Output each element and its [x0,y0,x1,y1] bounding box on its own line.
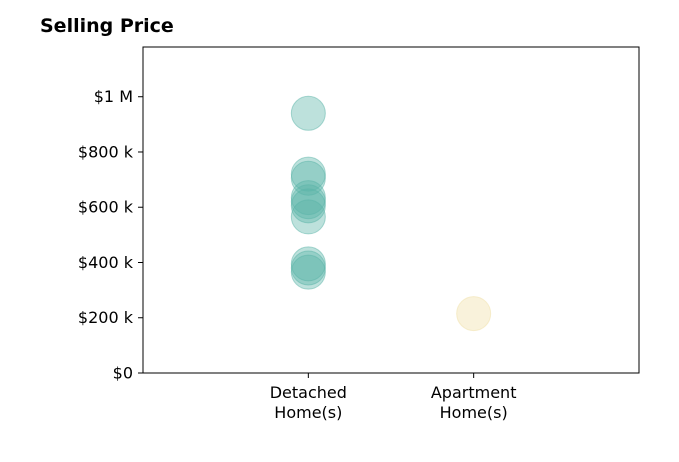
x-axis: Detached Home(s) Apartment Home(s) [270,373,517,422]
plot-frame [142,46,640,374]
y-tick-label: $800 k [78,142,134,161]
x-tick-label: Apartment Home(s) [431,383,517,422]
data-points [290,95,492,332]
data-point [290,95,326,131]
y-tick-label: $200 k [78,308,134,327]
chart-title: Selling Price [40,15,174,37]
data-point [456,296,492,332]
y-tick-label: $0 [113,364,133,383]
y-tick-label: $1 M [94,87,133,106]
y-tick-label: $400 k [78,253,134,272]
y-axis: $0 $200 k $400 k $600 k $800 k $1 M [78,87,143,383]
data-point [290,199,326,235]
data-point [290,254,326,290]
x-tick-label: Detached Home(s) [270,383,347,422]
y-tick-label: $600 k [78,198,134,217]
data-point [290,188,326,224]
